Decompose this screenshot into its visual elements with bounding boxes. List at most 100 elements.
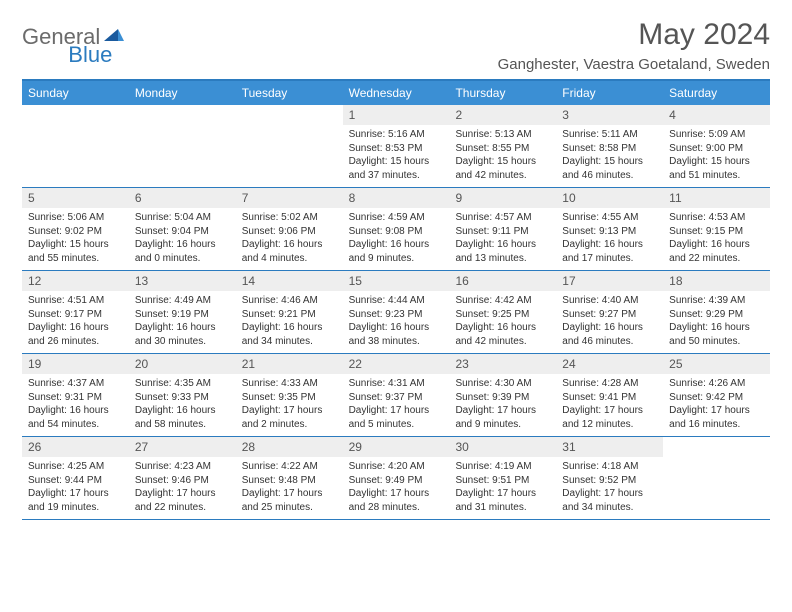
sunset-text: Sunset: 9:42 PM <box>669 391 764 405</box>
daylight-text: Daylight: 17 hours and 22 minutes. <box>135 487 230 514</box>
day-number: 9 <box>449 188 556 208</box>
day-content: Sunrise: 4:49 AMSunset: 9:19 PMDaylight:… <box>129 291 236 352</box>
sunrise-text: Sunrise: 4:59 AM <box>349 211 444 225</box>
day-cell: 31Sunrise: 4:18 AMSunset: 9:52 PMDayligh… <box>556 437 663 519</box>
daylight-text: Daylight: 16 hours and 4 minutes. <box>242 238 337 265</box>
sunset-text: Sunset: 8:58 PM <box>562 142 657 156</box>
day-cell: 10Sunrise: 4:55 AMSunset: 9:13 PMDayligh… <box>556 188 663 270</box>
calendar: Sunday Monday Tuesday Wednesday Thursday… <box>22 79 770 520</box>
day-number: 29 <box>343 437 450 457</box>
day-cell <box>236 105 343 187</box>
day-number: 6 <box>129 188 236 208</box>
sunrise-text: Sunrise: 4:18 AM <box>562 460 657 474</box>
day-content: Sunrise: 4:51 AMSunset: 9:17 PMDaylight:… <box>22 291 129 352</box>
sunrise-text: Sunrise: 5:06 AM <box>28 211 123 225</box>
day-cell: 23Sunrise: 4:30 AMSunset: 9:39 PMDayligh… <box>449 354 556 436</box>
day-number: 15 <box>343 271 450 291</box>
day-number: 12 <box>22 271 129 291</box>
daylight-text: Daylight: 16 hours and 38 minutes. <box>349 321 444 348</box>
day-content: Sunrise: 4:39 AMSunset: 9:29 PMDaylight:… <box>663 291 770 352</box>
weekday-header: Saturday <box>663 81 770 105</box>
day-number: 19 <box>22 354 129 374</box>
day-cell: 9Sunrise: 4:57 AMSunset: 9:11 PMDaylight… <box>449 188 556 270</box>
weekday-header: Monday <box>129 81 236 105</box>
day-content: Sunrise: 5:09 AMSunset: 9:00 PMDaylight:… <box>663 125 770 186</box>
daylight-text: Daylight: 15 hours and 46 minutes. <box>562 155 657 182</box>
day-cell: 4Sunrise: 5:09 AMSunset: 9:00 PMDaylight… <box>663 105 770 187</box>
day-content: Sunrise: 4:37 AMSunset: 9:31 PMDaylight:… <box>22 374 129 435</box>
day-number: 5 <box>22 188 129 208</box>
day-content: Sunrise: 4:44 AMSunset: 9:23 PMDaylight:… <box>343 291 450 352</box>
week-row: 1Sunrise: 5:16 AMSunset: 8:53 PMDaylight… <box>22 105 770 188</box>
day-number: 2 <box>449 105 556 125</box>
sunrise-text: Sunrise: 4:51 AM <box>28 294 123 308</box>
sunset-text: Sunset: 9:19 PM <box>135 308 230 322</box>
day-content: Sunrise: 5:13 AMSunset: 8:55 PMDaylight:… <box>449 125 556 186</box>
daylight-text: Daylight: 16 hours and 9 minutes. <box>349 238 444 265</box>
sunrise-text: Sunrise: 4:42 AM <box>455 294 550 308</box>
sunrise-text: Sunrise: 5:09 AM <box>669 128 764 142</box>
day-content: Sunrise: 4:33 AMSunset: 9:35 PMDaylight:… <box>236 374 343 435</box>
header: General Blue May 2024 Ganghester, Vaestr… <box>22 18 770 73</box>
sunset-text: Sunset: 9:33 PM <box>135 391 230 405</box>
day-number: 28 <box>236 437 343 457</box>
day-number: 20 <box>129 354 236 374</box>
sunrise-text: Sunrise: 5:13 AM <box>455 128 550 142</box>
sunset-text: Sunset: 9:37 PM <box>349 391 444 405</box>
sunrise-text: Sunrise: 4:46 AM <box>242 294 337 308</box>
day-cell: 8Sunrise: 4:59 AMSunset: 9:08 PMDaylight… <box>343 188 450 270</box>
daylight-text: Daylight: 17 hours and 25 minutes. <box>242 487 337 514</box>
day-content: Sunrise: 5:02 AMSunset: 9:06 PMDaylight:… <box>236 208 343 269</box>
daylight-text: Daylight: 17 hours and 19 minutes. <box>28 487 123 514</box>
daylight-text: Daylight: 16 hours and 42 minutes. <box>455 321 550 348</box>
day-cell: 24Sunrise: 4:28 AMSunset: 9:41 PMDayligh… <box>556 354 663 436</box>
day-content: Sunrise: 4:26 AMSunset: 9:42 PMDaylight:… <box>663 374 770 435</box>
daylight-text: Daylight: 17 hours and 5 minutes. <box>349 404 444 431</box>
sunrise-text: Sunrise: 4:44 AM <box>349 294 444 308</box>
day-number: 1 <box>343 105 450 125</box>
day-number: 11 <box>663 188 770 208</box>
daylight-text: Daylight: 16 hours and 26 minutes. <box>28 321 123 348</box>
day-cell: 18Sunrise: 4:39 AMSunset: 9:29 PMDayligh… <box>663 271 770 353</box>
day-cell: 5Sunrise: 5:06 AMSunset: 9:02 PMDaylight… <box>22 188 129 270</box>
sunrise-text: Sunrise: 4:35 AM <box>135 377 230 391</box>
sunrise-text: Sunrise: 4:26 AM <box>669 377 764 391</box>
sunrise-text: Sunrise: 4:53 AM <box>669 211 764 225</box>
sunset-text: Sunset: 9:48 PM <box>242 474 337 488</box>
sunset-text: Sunset: 9:44 PM <box>28 474 123 488</box>
sunset-text: Sunset: 9:23 PM <box>349 308 444 322</box>
day-number: 4 <box>663 105 770 125</box>
day-number: 23 <box>449 354 556 374</box>
day-content: Sunrise: 5:11 AMSunset: 8:58 PMDaylight:… <box>556 125 663 186</box>
daylight-text: Daylight: 15 hours and 55 minutes. <box>28 238 123 265</box>
sunrise-text: Sunrise: 5:02 AM <box>242 211 337 225</box>
sunrise-text: Sunrise: 4:28 AM <box>562 377 657 391</box>
day-content: Sunrise: 4:22 AMSunset: 9:48 PMDaylight:… <box>236 457 343 518</box>
sunset-text: Sunset: 9:17 PM <box>28 308 123 322</box>
sunrise-text: Sunrise: 4:33 AM <box>242 377 337 391</box>
sunset-text: Sunset: 9:51 PM <box>455 474 550 488</box>
day-cell: 7Sunrise: 5:02 AMSunset: 9:06 PMDaylight… <box>236 188 343 270</box>
sunrise-text: Sunrise: 4:37 AM <box>28 377 123 391</box>
weekday-header: Wednesday <box>343 81 450 105</box>
daylight-text: Daylight: 17 hours and 34 minutes. <box>562 487 657 514</box>
month-title: May 2024 <box>498 18 770 52</box>
sunset-text: Sunset: 9:31 PM <box>28 391 123 405</box>
day-content: Sunrise: 4:30 AMSunset: 9:39 PMDaylight:… <box>449 374 556 435</box>
daylight-text: Daylight: 15 hours and 42 minutes. <box>455 155 550 182</box>
day-content: Sunrise: 4:57 AMSunset: 9:11 PMDaylight:… <box>449 208 556 269</box>
day-cell <box>22 105 129 187</box>
sunset-text: Sunset: 9:35 PM <box>242 391 337 405</box>
day-content: Sunrise: 5:16 AMSunset: 8:53 PMDaylight:… <box>343 125 450 186</box>
day-number: 30 <box>449 437 556 457</box>
sunset-text: Sunset: 9:02 PM <box>28 225 123 239</box>
day-cell: 13Sunrise: 4:49 AMSunset: 9:19 PMDayligh… <box>129 271 236 353</box>
day-cell: 14Sunrise: 4:46 AMSunset: 9:21 PMDayligh… <box>236 271 343 353</box>
sunset-text: Sunset: 9:39 PM <box>455 391 550 405</box>
sunset-text: Sunset: 9:41 PM <box>562 391 657 405</box>
daylight-text: Daylight: 17 hours and 12 minutes. <box>562 404 657 431</box>
daylight-text: Daylight: 17 hours and 9 minutes. <box>455 404 550 431</box>
sunrise-text: Sunrise: 4:23 AM <box>135 460 230 474</box>
day-content: Sunrise: 5:06 AMSunset: 9:02 PMDaylight:… <box>22 208 129 269</box>
day-number: 31 <box>556 437 663 457</box>
